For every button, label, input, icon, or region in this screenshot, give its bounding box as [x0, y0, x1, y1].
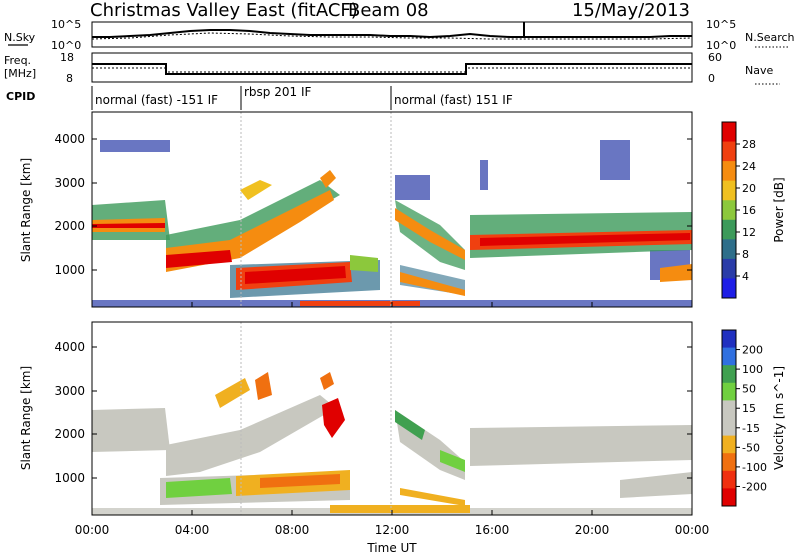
plot-title: Christmas Valley East (fitACF) [90, 0, 358, 21]
power-colorbar-tick-label: 16 [742, 204, 756, 217]
power-data [92, 112, 692, 307]
velocity-colorbar-swatch [722, 330, 736, 349]
nsearch-tick-bottom: 10^0 [706, 39, 736, 52]
velocity-colorbar-tick-label: 100 [742, 363, 763, 376]
power-colorbar-swatch [722, 278, 736, 299]
power-ytick-2000: 2000 [54, 219, 85, 233]
nsky-tick-top: 10^5 [51, 18, 81, 31]
velocity-ytick-1000: 1000 [54, 471, 85, 485]
power-ytick-4000: 4000 [54, 132, 85, 146]
power-colorbar-tick-label: 28 [742, 138, 756, 151]
velocity-colorbar-tick-label: -15 [742, 422, 760, 435]
velocity-ytick-3000: 3000 [54, 384, 85, 398]
nsky-trace [92, 29, 692, 39]
cpid-mode-2: rbsp 201 IF [244, 85, 311, 99]
freq-tick-bottom: 8 [66, 72, 73, 85]
power-ytick-1000: 1000 [54, 263, 85, 277]
velocity-colorbar-swatch [722, 488, 736, 507]
velocity-colorbar-swatch [722, 382, 736, 401]
freq-unit-label: [MHz] [4, 67, 36, 80]
nsky-label: N.Sky [4, 31, 36, 44]
velocity-colorbar-tick-label: -200 [742, 480, 767, 493]
velocity-colorbar-swatch [722, 435, 736, 454]
nsearch-tick-top: 10^5 [706, 18, 736, 31]
velocity-colorbar-tick-label: 15 [742, 402, 756, 415]
power-colorbar: 28 24 20 16 12 8 4 Power [dB] [721, 121, 786, 299]
power-colorbar-tick-label: 20 [742, 182, 756, 195]
nave-trace [92, 67, 692, 73]
date-label: 15/May/2013 [572, 0, 690, 21]
velocity-colorbar-swatch [722, 470, 736, 489]
power-colorbar-swatch [722, 122, 736, 143]
velocity-colorbar: 200 100 50 15 -15 -50 -100 -200 Velocity [m s^-… [721, 329, 786, 507]
cpid-mode-1: normal (fast) -151 IF [95, 93, 218, 107]
nave-tick-bottom: 0 [708, 72, 715, 85]
velocity-colorbar-swatch [722, 418, 736, 437]
power-ytick-3000: 3000 [54, 176, 85, 190]
power-ylabel: Slant Range [km] [19, 158, 33, 262]
freq-trace [92, 63, 692, 75]
power-colorbar-swatch [722, 141, 736, 162]
x-tick-label: 20:00 [575, 523, 610, 537]
nsearch-label: N.Search [745, 31, 795, 44]
power-colorbar-tick-label: 24 [742, 160, 756, 173]
power-colorbar-swatch [722, 200, 736, 221]
power-colorbar-swatch [722, 258, 736, 279]
x-tick-label: 00:00 [675, 523, 710, 537]
velocity-ytick-4000: 4000 [54, 340, 85, 354]
power-colorbar-tick-label: 4 [742, 270, 749, 283]
velocity-colorbar-swatch [722, 453, 736, 472]
x-tick-label: 00:00 [75, 523, 110, 537]
power-colorbar-swatch [722, 180, 736, 201]
velocity-colorbar-swatch [722, 365, 736, 384]
velocity-data [92, 322, 692, 515]
velocity-colorbar-tick-label: 50 [742, 383, 756, 396]
velocity-panel: Slant Range [km] 1000 2000 3000 4000 00:… [19, 302, 709, 554]
power-colorbar-swatch [722, 219, 736, 240]
velocity-colorbar-label: Velocity [m s^-1] [772, 366, 786, 470]
power-colorbar-swatch [722, 161, 736, 182]
x-tick-label: 12:00 [375, 523, 410, 537]
x-tick-label: 08:00 [275, 523, 310, 537]
power-colorbar-tick-label: 8 [742, 248, 749, 261]
freq-tick-top: 18 [60, 51, 74, 64]
cpid-bar: CPID normal (fast) -151 IF rbsp 201 IF n… [6, 85, 513, 110]
nsky-tick-bottom: 10^0 [51, 39, 81, 52]
velocity-ylabel: Slant Range [km] [19, 366, 33, 470]
freq-panel: Freq. [MHz] 18 8 60 0 Nave [4, 51, 780, 85]
velocity-ytick-2000: 2000 [54, 427, 85, 441]
velocity-colorbar-tick-label: -100 [742, 461, 767, 474]
x-tick-label: 04:00 [175, 523, 210, 537]
velocity-xlabel: Time UT [366, 541, 417, 554]
x-tick-label: 16:00 [475, 523, 510, 537]
power-colorbar-tick-label: 12 [742, 226, 756, 239]
nave-label: Nave [745, 64, 773, 77]
power-colorbar-label: Power [dB] [772, 177, 786, 242]
velocity-colorbar-tick-label: 200 [742, 344, 763, 357]
cpid-label: CPID [6, 90, 35, 103]
velocity-colorbar-swatch [722, 400, 736, 419]
beam-label: Beam 08 [348, 0, 429, 21]
velocity-colorbar-tick-label: -50 [742, 441, 760, 454]
nsky-panel: N.Sky 10^5 10^0 10^5 10^0 N.Search [4, 18, 795, 52]
nave-tick-top: 60 [708, 51, 722, 64]
power-colorbar-swatch [722, 239, 736, 260]
power-panel: Slant Range [km] 1000 2000 3000 4000 [19, 111, 693, 308]
velocity-colorbar-swatch [722, 347, 736, 366]
freq-label: Freq. [4, 54, 31, 67]
cpid-mode-3: normal (fast) 151 IF [394, 93, 513, 107]
